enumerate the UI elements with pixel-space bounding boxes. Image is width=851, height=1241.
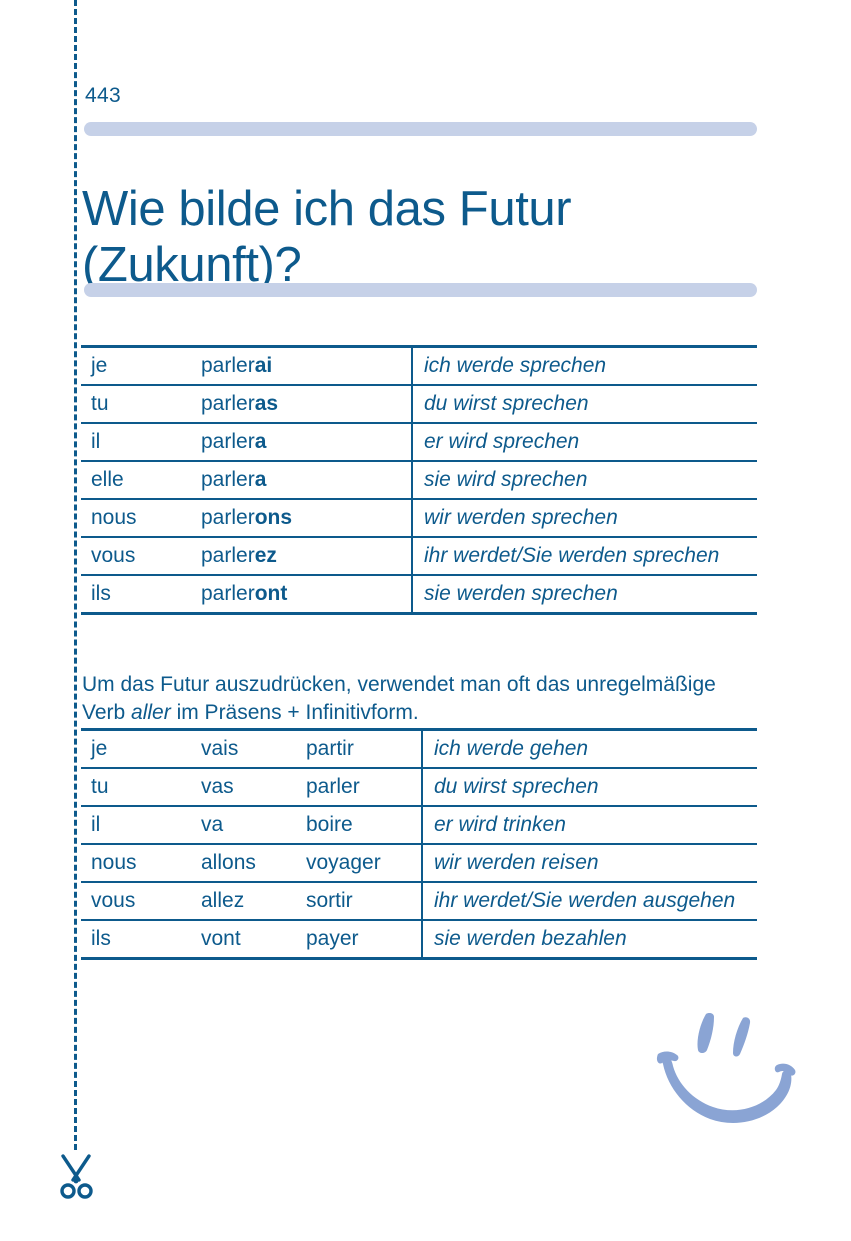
cell-infinitive: partir xyxy=(306,728,422,769)
cell-pronoun: il xyxy=(81,423,201,462)
cell-translation: du wirst sprechen xyxy=(411,385,757,424)
table-futur-simple: je parlerai ich werde sprechen tu parleras du… xyxy=(81,345,757,615)
cell-verb-form: parleras xyxy=(201,385,412,424)
cell-aller-form: allez xyxy=(201,882,306,921)
cell-translation: ihr werdet/Sie werden sprechen xyxy=(411,537,757,576)
verb-ending: a xyxy=(254,430,267,453)
verb-stem: parler xyxy=(201,392,255,415)
header-rule-bar-bottom xyxy=(84,283,757,297)
cell-pronoun: vous xyxy=(81,882,201,921)
cell-pronoun: ils xyxy=(81,920,201,960)
cell-translation: wir werden sprechen xyxy=(411,499,757,538)
scissors-icon xyxy=(48,1148,104,1208)
cell-aller-form: va xyxy=(201,806,306,845)
cell-pronoun: ils xyxy=(81,575,201,615)
table-row: je parlerai ich werde sprechen xyxy=(81,345,757,386)
cell-pronoun: nous xyxy=(81,499,201,538)
table-row: nous parlerons wir werden sprechen xyxy=(81,499,757,538)
verb-stem: parler xyxy=(201,430,255,453)
table-row: nous allons voyager wir werden reisen xyxy=(81,844,757,883)
cell-pronoun: vous xyxy=(81,537,201,576)
cell-verb-form: parlerai xyxy=(201,345,412,386)
note-paragraph: Um das Futur auszudrücken, verwendet man… xyxy=(82,671,762,727)
cell-aller-form: vas xyxy=(201,768,306,807)
table-row: ils vont payer sie werden bezahlen xyxy=(81,920,757,960)
verb-ending: as xyxy=(254,392,279,415)
cell-pronoun: elle xyxy=(81,461,201,500)
cell-translation: sie wird sprechen xyxy=(411,461,757,500)
verb-stem: parler xyxy=(201,354,255,377)
page-number: 443 xyxy=(85,84,121,107)
cell-translation: ich werde gehen xyxy=(421,728,757,769)
cell-infinitive: payer xyxy=(306,920,422,960)
cell-pronoun: je xyxy=(81,728,201,769)
cell-pronoun: il xyxy=(81,806,201,845)
cell-pronoun: tu xyxy=(81,768,201,807)
cell-translation: ihr werdet/Sie werden ausgehen xyxy=(421,882,757,921)
table-row: tu vas parler du wirst sprechen xyxy=(81,768,757,807)
header-rule-bar-top xyxy=(84,122,757,136)
cell-infinitive: voyager xyxy=(306,844,422,883)
table-futur-compose: je vais partir ich werde gehen tu vas parler du… xyxy=(81,728,757,960)
verb-stem: parler xyxy=(201,582,255,605)
verb-ending: ai xyxy=(254,354,273,377)
table-row: vous parlerez ihr werdet/Sie werden sprech… xyxy=(81,537,757,576)
verb-stem: parler xyxy=(201,506,255,529)
cell-pronoun: je xyxy=(81,345,201,386)
dashed-cut-line xyxy=(74,0,77,1150)
cell-verb-form: parlerez xyxy=(201,537,412,576)
note-text-part1: Um das Futur auszudrücken, verwendet man… xyxy=(82,673,716,724)
cell-verb-form: parlera xyxy=(201,423,412,462)
cell-aller-form: vont xyxy=(201,920,306,960)
verb-stem: parler xyxy=(201,544,255,567)
smiley-face-icon xyxy=(648,1002,808,1127)
table-row: il va boire er wird trinken xyxy=(81,806,757,845)
note-emphasis-aller: aller xyxy=(131,701,171,724)
cell-aller-form: allons xyxy=(201,844,306,883)
cell-translation: ich werde sprechen xyxy=(411,345,757,386)
cell-verb-form: parleront xyxy=(201,575,412,615)
cell-translation: sie werden sprechen xyxy=(411,575,757,615)
table-row: elle parlera sie wird sprechen xyxy=(81,461,757,500)
verb-ending: ez xyxy=(254,544,277,567)
cell-verb-form: parlerons xyxy=(201,499,412,538)
table-row: ils parleront sie werden sprechen xyxy=(81,575,757,615)
verb-ending: ons xyxy=(254,506,293,529)
note-text-part2: im Präsens + Infinitivform. xyxy=(170,701,419,724)
cell-translation: du wirst sprechen xyxy=(421,768,757,807)
verb-ending: a xyxy=(254,468,267,491)
cell-aller-form: vais xyxy=(201,728,306,769)
table-row: tu parleras du wirst sprechen xyxy=(81,385,757,424)
cell-translation: er wird trinken xyxy=(421,806,757,845)
cell-infinitive: sortir xyxy=(306,882,422,921)
cell-verb-form: parlera xyxy=(201,461,412,500)
page-title: Wie bilde ich das Futur (Zukunft)? xyxy=(82,181,572,292)
cell-infinitive: parler xyxy=(306,768,422,807)
cell-translation: sie werden bezahlen xyxy=(421,920,757,960)
verb-ending: ont xyxy=(254,582,288,605)
cell-translation: er wird sprechen xyxy=(411,423,757,462)
table-row: il parlera er wird sprechen xyxy=(81,423,757,462)
cell-pronoun: nous xyxy=(81,844,201,883)
verb-stem: parler xyxy=(201,468,255,491)
cell-translation: wir werden reisen xyxy=(421,844,757,883)
cell-pronoun: tu xyxy=(81,385,201,424)
table-row: vous allez sortir ihr werdet/Sie werden aus… xyxy=(81,882,757,921)
table-row: je vais partir ich werde gehen xyxy=(81,728,757,769)
cell-infinitive: boire xyxy=(306,806,422,845)
